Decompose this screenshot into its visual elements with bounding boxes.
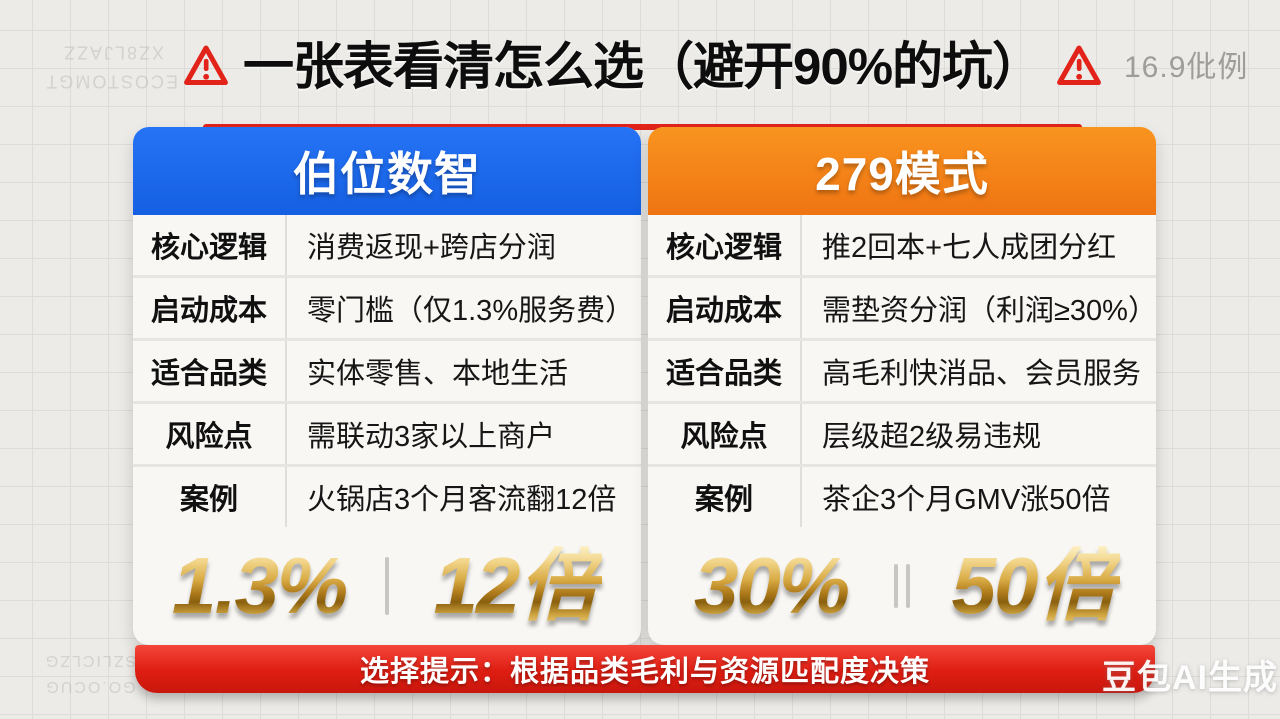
row-label: 核心逻辑 bbox=[648, 215, 802, 275]
card-header-right: 279模式 bbox=[648, 127, 1156, 215]
row-value: 消费返现+跨店分润 bbox=[307, 232, 556, 264]
warning-triangle-icon bbox=[183, 40, 229, 92]
row-value: 层级超2级易违规 bbox=[822, 421, 1042, 453]
metric-cell: 12倍 bbox=[389, 546, 641, 626]
metric-cell: 1.3% bbox=[133, 546, 385, 626]
watermark-bottom-left: GO.OCUG SZLICLZG bbox=[30, 648, 150, 699]
table-row: 案例 火锅店3个月客流翻12倍 bbox=[133, 464, 641, 527]
table-row: 适合品类 实体零售、本地生活 bbox=[133, 338, 641, 401]
table-row: 启动成本 需垫资分润（利润≥30%） bbox=[648, 275, 1157, 338]
comparison-rows: 核心逻辑 推2回本+七人成团分红 启动成本 需垫资分润（利润≥30%） 适合品类… bbox=[648, 215, 1157, 527]
table-row: 风险点 需联动3家以上商户 bbox=[133, 401, 641, 464]
plan-card-left: 伯位数智 核心逻辑 消费返现+跨店分润 启动成本 零门槛（仅1.3%服务费） 适… bbox=[133, 127, 641, 645]
title-underline bbox=[203, 124, 1082, 130]
metric-value: 50倍 bbox=[946, 546, 1121, 626]
row-label: 案例 bbox=[133, 467, 287, 527]
footer-tip: 选择提示：根据品类毛利与资源匹配度决策 bbox=[359, 656, 930, 688]
row-value: 高毛利快消品、会员服务 bbox=[822, 358, 1142, 390]
metric-strip: 30% 50倍 bbox=[648, 527, 1156, 645]
watermark-top-left: ECOSTOMGT XZ8LJAZZ bbox=[44, 38, 178, 96]
row-value: 推2回本+七人成团分红 bbox=[822, 232, 1117, 264]
table-row: 启动成本 零门槛（仅1.3%服务费） bbox=[133, 275, 641, 338]
corner-note: 16.9仳例 bbox=[1124, 51, 1249, 84]
title-bar: 一张表看清怎么选（避开90%的坑） bbox=[183, 28, 1102, 130]
row-value: 零门槛（仅1.3%服务费） bbox=[307, 295, 635, 327]
row-label: 核心逻辑 bbox=[133, 215, 287, 275]
metric-value: 30% bbox=[688, 546, 854, 626]
metric-divider bbox=[385, 557, 389, 615]
row-label: 适合品类 bbox=[133, 341, 287, 401]
metric-cell: 50倍 bbox=[910, 546, 1156, 626]
watermark-line: XZ8LJAZZ bbox=[61, 42, 165, 63]
row-label: 风险点 bbox=[648, 404, 802, 464]
table-row: 案例 茶企3个月GMV涨50倍 bbox=[648, 464, 1156, 527]
row-label: 风险点 bbox=[133, 404, 287, 464]
row-value: 火锅店3个月客流翻12倍 bbox=[307, 484, 617, 516]
row-value: 需联动3家以上商户 bbox=[307, 421, 556, 453]
watermark-line: ECOSTOMGT bbox=[44, 71, 178, 92]
page-title: 一张表看清怎么选（避开90%的坑） bbox=[242, 37, 1043, 95]
row-value: 茶企3个月GMV涨50倍 bbox=[822, 484, 1111, 516]
row-label: 案例 bbox=[648, 467, 802, 527]
metric-value: 12倍 bbox=[428, 546, 603, 626]
row-value: 实体零售、本地生活 bbox=[307, 358, 569, 390]
metric-cell: 30% bbox=[648, 546, 894, 626]
card-header-left: 伯位数智 bbox=[133, 127, 641, 215]
table-row: 核心逻辑 消费返现+跨店分润 bbox=[133, 215, 641, 275]
metric-value: 1.3% bbox=[166, 546, 352, 626]
table-row: 适合品类 高毛利快消品、会员服务 bbox=[648, 338, 1156, 401]
row-label: 启动成本 bbox=[648, 278, 802, 338]
row-label: 启动成本 bbox=[133, 278, 287, 338]
table-row: 风险点 层级超2级易违规 bbox=[648, 401, 1156, 464]
comparison-rows: 核心逻辑 消费返现+跨店分润 启动成本 零门槛（仅1.3%服务费） 适合品类 实… bbox=[133, 215, 641, 527]
watermark-line: GO.OCUG bbox=[44, 678, 136, 696]
metric-strip: 1.3% 12倍 bbox=[133, 527, 641, 645]
row-value: 需垫资分润（利润≥30%） bbox=[822, 295, 1157, 327]
warning-triangle-icon bbox=[1056, 40, 1102, 92]
plan-card-right: 279模式 核心逻辑 推2回本+七人成团分红 启动成本 需垫资分润（利润≥30%… bbox=[648, 127, 1157, 645]
metric-divider bbox=[894, 564, 910, 608]
row-label: 适合品类 bbox=[648, 341, 802, 401]
footer-banner: 选择提示：根据品类毛利与资源匹配度决策 bbox=[135, 645, 1155, 693]
watermark-bottom-right: 豆包AI生成 bbox=[1102, 659, 1278, 697]
table-row: 核心逻辑 推2回本+七人成团分红 bbox=[648, 215, 1156, 275]
watermark-line: SZLICLZG bbox=[43, 652, 137, 670]
